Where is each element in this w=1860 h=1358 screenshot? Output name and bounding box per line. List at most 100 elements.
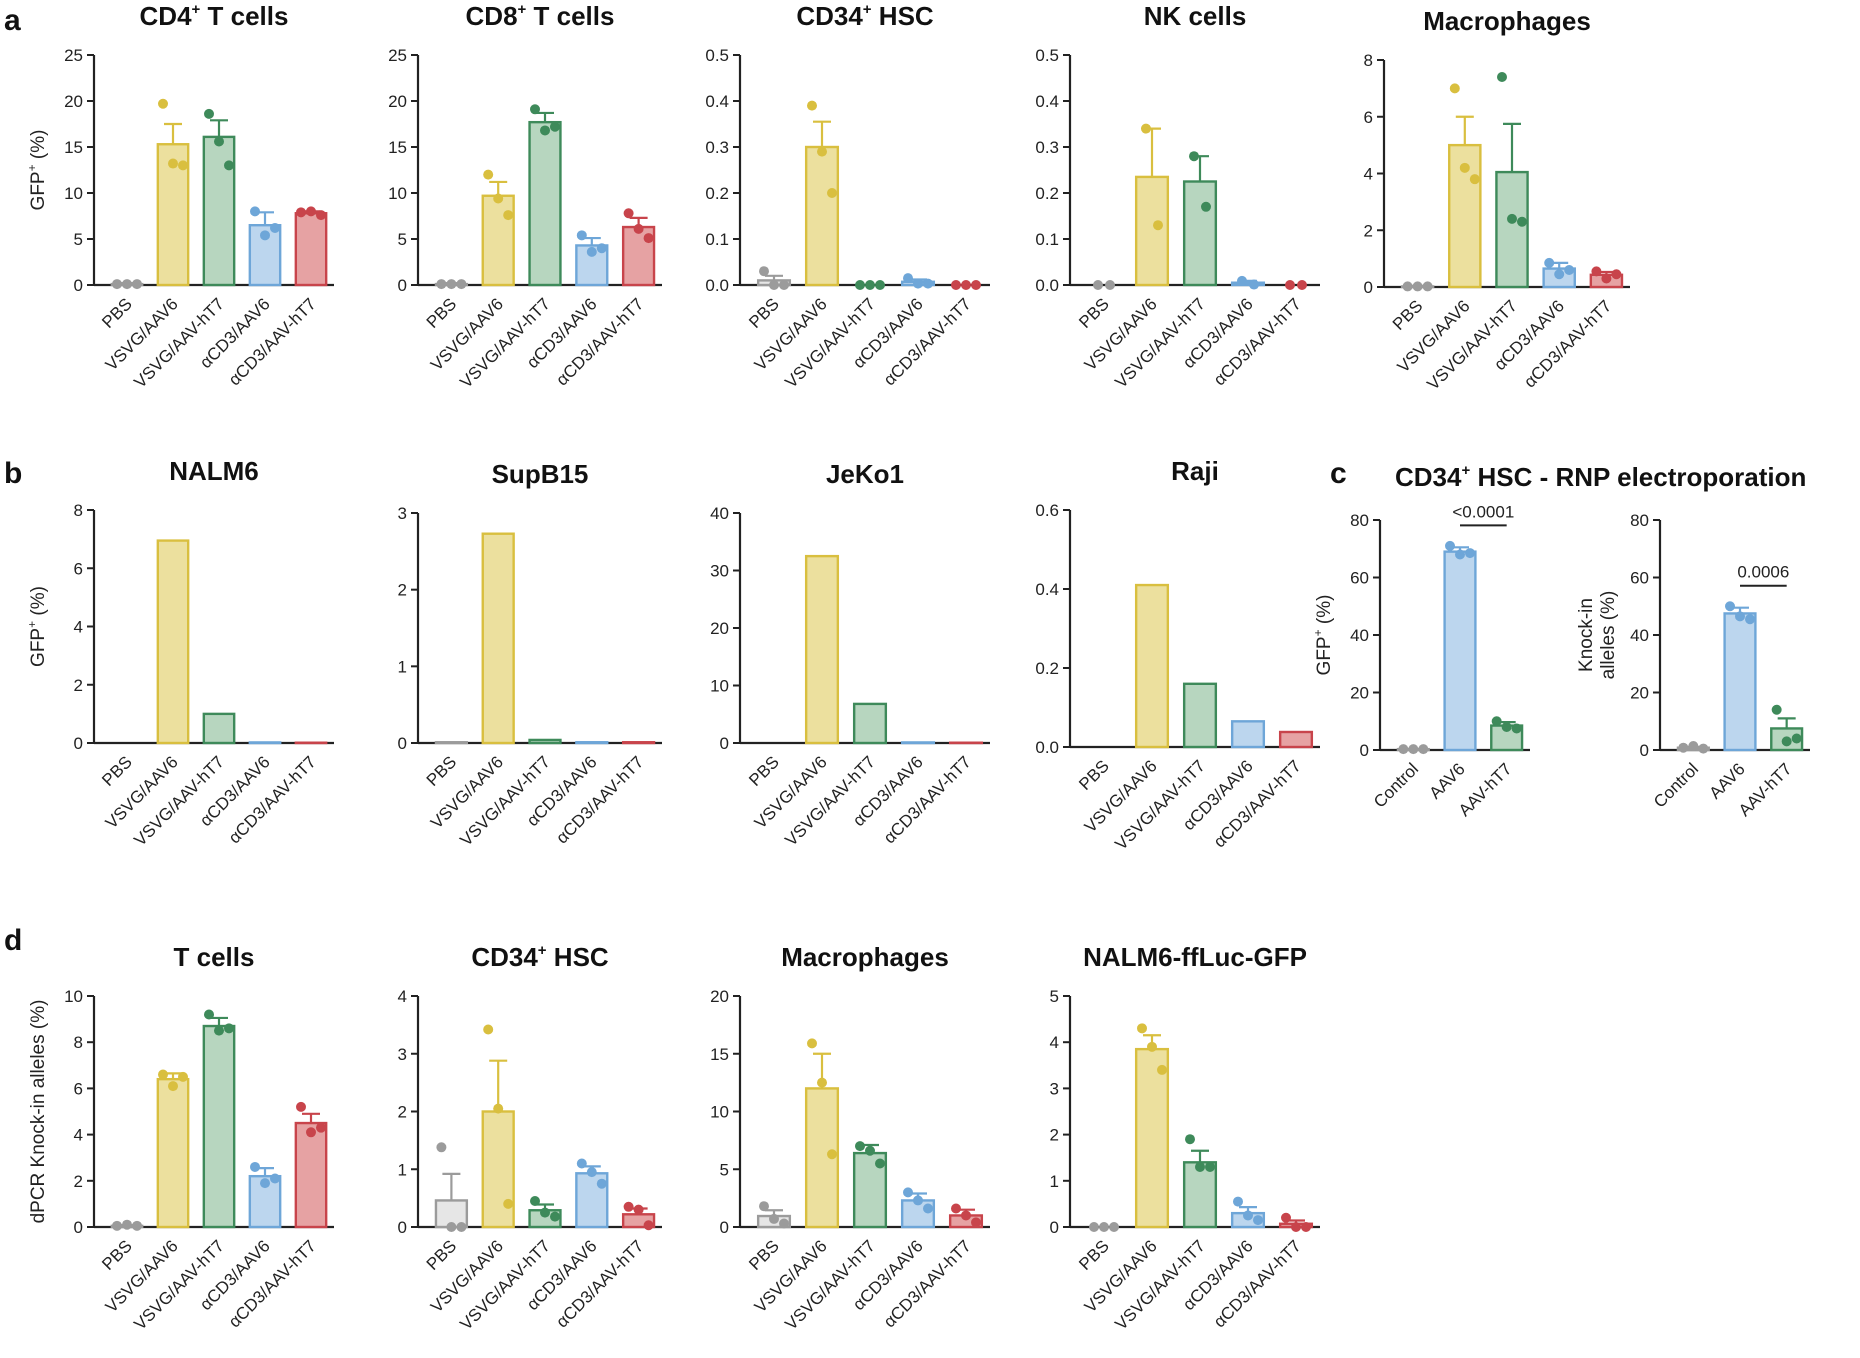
y-tick-label: 0.2 xyxy=(1035,659,1059,678)
data-point xyxy=(270,222,280,233)
chart-title: CD34+ HSC xyxy=(796,1,934,31)
chart-title-main: Macrophages xyxy=(781,942,949,972)
bar-4 xyxy=(294,1121,328,1229)
chart-title-rest: T cells xyxy=(200,1,288,31)
y-tick-label: 5 xyxy=(74,230,83,249)
y-tick-label: 0.5 xyxy=(1035,46,1059,65)
bar-1 xyxy=(481,194,515,287)
y-tick-label: 10 xyxy=(710,677,729,696)
data-point xyxy=(530,104,540,115)
y-tick-label: 1 xyxy=(1050,1172,1059,1191)
data-point xyxy=(1745,614,1755,625)
y-tick-label: 2 xyxy=(1050,1126,1059,1145)
y-axis-label: GFP+ (%) xyxy=(25,130,49,211)
data-point xyxy=(807,100,817,111)
data-point xyxy=(436,279,447,290)
y-tick-label: 4 xyxy=(398,987,407,1006)
y-axis-label-line2: alleles (%) xyxy=(1598,591,1619,680)
y-tick-label: 0.2 xyxy=(705,184,729,203)
data-point xyxy=(158,98,168,109)
chart-title-sup: + xyxy=(863,1,872,18)
data-point xyxy=(807,1038,817,1049)
data-point xyxy=(1455,549,1465,560)
data-point xyxy=(1459,162,1470,173)
y-axis-label-sup: + xyxy=(25,164,39,171)
chart-title: T cells xyxy=(174,942,255,972)
data-point xyxy=(769,1213,779,1224)
y-tick-label: 5 xyxy=(720,1160,729,1179)
y-tick-label: 40 xyxy=(1350,626,1369,645)
chart-a4: NK cells0.00.10.20.30.40.5PBSVSVG/AAV6VS… xyxy=(1035,1,1320,392)
bar-2 xyxy=(528,738,562,745)
data-point xyxy=(779,1218,789,1229)
y-tick-label: 0.3 xyxy=(705,138,729,157)
y-tick-label: 2 xyxy=(74,1172,83,1191)
chart-title-rest: HSC xyxy=(547,942,609,972)
data-point xyxy=(1301,1222,1311,1232)
data-point xyxy=(204,1009,214,1020)
chart-title: NK cells xyxy=(1144,1,1247,31)
bar-2 xyxy=(852,702,888,745)
chart-title: Raji xyxy=(1171,456,1219,486)
category-label: PBS xyxy=(98,1236,135,1273)
bar-3 xyxy=(248,741,282,745)
data-point xyxy=(483,169,494,180)
y-axis-label-main: GFP xyxy=(28,171,49,210)
data-point xyxy=(1093,280,1103,290)
bar-2 xyxy=(202,712,236,745)
y-tick-label: 0.4 xyxy=(1035,92,1059,111)
data-point xyxy=(586,246,597,257)
data-point xyxy=(923,1203,933,1214)
y-tick-label: 4 xyxy=(1364,165,1373,184)
category-label: AAV6 xyxy=(1426,759,1469,802)
category-label: αCD3/AAV-hT7 xyxy=(880,294,975,389)
y-tick-label: 25 xyxy=(388,46,407,65)
y-tick-label: 6 xyxy=(74,1079,83,1098)
category-label: PBS xyxy=(423,294,460,331)
p-value: <0.0001 xyxy=(1452,502,1514,521)
data-point xyxy=(112,279,122,290)
bar-2 xyxy=(202,1024,236,1229)
bar-1 xyxy=(1448,143,1482,289)
data-point xyxy=(643,1220,654,1231)
y-tick-label: 0 xyxy=(720,1218,729,1237)
panel-letter-d: d xyxy=(4,924,22,957)
data-point xyxy=(446,279,457,290)
data-point xyxy=(503,1198,514,1209)
data-point xyxy=(1791,733,1802,744)
chart-title: CD34+ HSC xyxy=(471,942,609,972)
chart-title-sup: + xyxy=(518,1,527,18)
data-point xyxy=(178,160,188,171)
y-tick-label: 40 xyxy=(710,504,729,523)
data-point xyxy=(483,1024,494,1035)
y-tick-label: 20 xyxy=(388,92,407,111)
bar-1 xyxy=(481,532,515,745)
data-point xyxy=(1491,716,1502,727)
data-point xyxy=(316,1122,326,1133)
data-point xyxy=(576,230,587,241)
y-tick-label: 0.0 xyxy=(1035,738,1059,757)
data-point xyxy=(1678,742,1689,753)
data-point xyxy=(1253,1215,1263,1226)
data-point xyxy=(178,1071,188,1082)
y-axis-label-main: GFP xyxy=(1314,636,1335,675)
category-label: PBS xyxy=(745,1236,782,1273)
category-label: PBS xyxy=(98,752,135,789)
data-point xyxy=(1564,264,1575,275)
y-tick-label: 10 xyxy=(388,184,407,203)
bar-4 xyxy=(1278,730,1314,749)
data-point xyxy=(1517,216,1527,227)
data-point xyxy=(1089,1222,1099,1232)
data-point xyxy=(1249,279,1259,290)
y-axis-label-rest: (%) xyxy=(28,586,49,621)
data-point xyxy=(1507,213,1517,224)
data-point xyxy=(1201,201,1211,212)
data-point xyxy=(1243,1210,1253,1221)
data-point xyxy=(779,280,789,290)
y-tick-label: 0 xyxy=(74,1218,83,1237)
y-tick-label: 2 xyxy=(1364,221,1373,240)
y-tick-label: 10 xyxy=(64,184,83,203)
